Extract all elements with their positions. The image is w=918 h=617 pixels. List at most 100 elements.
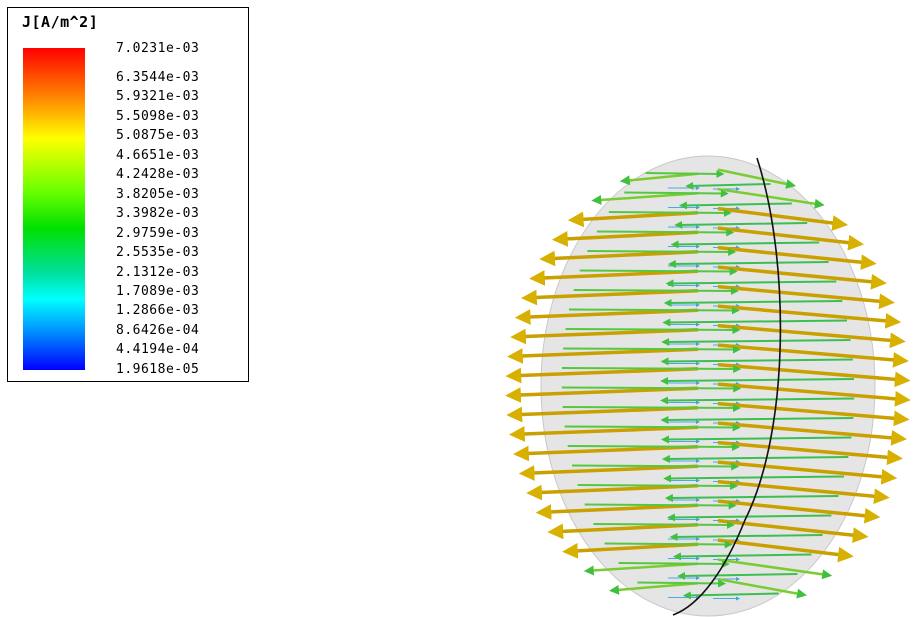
- current-arrow: [579, 267, 738, 276]
- current-arrow: [660, 357, 853, 366]
- current-arrow: [571, 462, 740, 471]
- current-arrow: [535, 503, 699, 520]
- current-arrow: [564, 423, 741, 432]
- current-arrow: [518, 464, 699, 481]
- legend-tick-label: 4.6651e-03: [116, 147, 200, 163]
- current-arrow: [547, 523, 699, 540]
- legend-tick-label: 1.9618e-05: [116, 361, 200, 377]
- current-arrow: [663, 474, 845, 483]
- current-arrow: [593, 520, 735, 529]
- current-arrow: [717, 226, 865, 251]
- current-arrow: [717, 304, 902, 329]
- current-arrow: [507, 347, 699, 364]
- current-arrow: [567, 211, 699, 228]
- current-arrow: [568, 306, 740, 315]
- current-arrow: [717, 265, 887, 290]
- current-arrow: [604, 540, 733, 549]
- current-arrow: [584, 501, 737, 510]
- legend-tick-label: 8.6426e-04: [116, 322, 200, 338]
- legend-tick-label: 5.9321e-03: [116, 89, 200, 105]
- current-rings: [505, 168, 911, 600]
- current-arrow: [717, 284, 895, 310]
- current-arrow: [717, 538, 854, 563]
- color-bar: [23, 48, 85, 370]
- legend-tick-label: 7.0231e-03: [116, 41, 200, 56]
- current-arrow: [717, 499, 881, 524]
- legend-tick-label: 5.0875e-03: [116, 128, 200, 144]
- current-arrow: [717, 421, 907, 446]
- current-arrow: [505, 367, 699, 384]
- current-arrow: [513, 445, 699, 462]
- current-arrow: [685, 181, 771, 190]
- current-arrow: [662, 318, 848, 327]
- legend-tick-label: 2.9759e-03: [116, 225, 200, 241]
- current-arrow: [505, 386, 699, 403]
- current-arrow: [674, 220, 808, 229]
- current-arrow: [563, 345, 741, 354]
- current-arrow: [665, 279, 837, 288]
- legend-tick-label: 1.7089e-03: [116, 283, 200, 299]
- color-legend: J[A/m^2] 7.0231e-03 6.3544e-03 5.9321e-03 5…: [7, 7, 249, 382]
- current-arrow: [660, 396, 855, 405]
- current-arrow: [660, 376, 855, 385]
- current-arrow: [508, 425, 699, 442]
- legend-tick-label: 4.2428e-03: [116, 167, 200, 183]
- current-arrow: [596, 228, 735, 237]
- current-arrow: [661, 337, 851, 346]
- current-arrow: [619, 172, 699, 186]
- current-arrow: [717, 460, 898, 485]
- current-arrow: [573, 286, 739, 295]
- legend-title: J[A/m^2]: [22, 13, 99, 31]
- current-arrow: [587, 247, 737, 256]
- current-arrow: [591, 192, 699, 205]
- current-arrow: [717, 187, 825, 209]
- current-arrow: [521, 289, 699, 306]
- current-arrow: [717, 382, 911, 407]
- legend-tick-label: 5.5098e-03: [116, 108, 200, 124]
- current-arrow: [529, 269, 699, 286]
- current-arrow: [551, 230, 699, 247]
- legend-tick-label: 4.4194e-04: [116, 342, 200, 358]
- current-arrow: [717, 440, 903, 466]
- current-arrow: [583, 562, 699, 576]
- current-arrow: [608, 208, 732, 217]
- current-arrow: [666, 513, 832, 522]
- current-arrow: [678, 201, 792, 210]
- legend-tick-label: 6.3544e-03: [116, 70, 200, 85]
- current-arrow: [717, 343, 909, 368]
- current-arrow: [669, 532, 823, 541]
- current-arrow: [717, 558, 833, 580]
- current-arrow: [663, 298, 843, 307]
- ellipsoid-seam-line: [672, 157, 782, 616]
- current-arrow: [717, 206, 849, 231]
- current-arrow: [577, 481, 739, 490]
- current-arrow: [717, 518, 869, 543]
- current-arrow: [561, 384, 742, 393]
- current-arrow: [717, 362, 911, 388]
- current-arrow: [645, 169, 725, 178]
- current-arrow: [677, 571, 798, 580]
- current-arrow: [672, 552, 812, 561]
- current-arrow: [717, 323, 906, 349]
- current-arrow: [637, 579, 727, 588]
- current-arrow: [561, 364, 742, 373]
- current-arrow: [565, 325, 741, 334]
- current-arrow: [667, 259, 829, 268]
- legend-tick-label: 3.3982e-03: [116, 206, 200, 222]
- current-arrow: [567, 442, 741, 451]
- current-arrow: [717, 245, 877, 271]
- current-arrow: [506, 406, 699, 423]
- current-arrow: [660, 415, 854, 424]
- current-arrow: [624, 189, 729, 198]
- current-arrow: [514, 308, 699, 325]
- current-arrow: [608, 582, 699, 595]
- legend-tick-label: 2.5535e-03: [116, 245, 200, 261]
- legend-tick-label: 2.1312e-03: [116, 264, 200, 280]
- current-arrow: [717, 168, 797, 189]
- current-arrow: [717, 577, 807, 599]
- current-arrow: [670, 240, 820, 249]
- current-arrow: [618, 559, 730, 568]
- current-arrow: [562, 403, 742, 412]
- current-arrow: [539, 250, 699, 267]
